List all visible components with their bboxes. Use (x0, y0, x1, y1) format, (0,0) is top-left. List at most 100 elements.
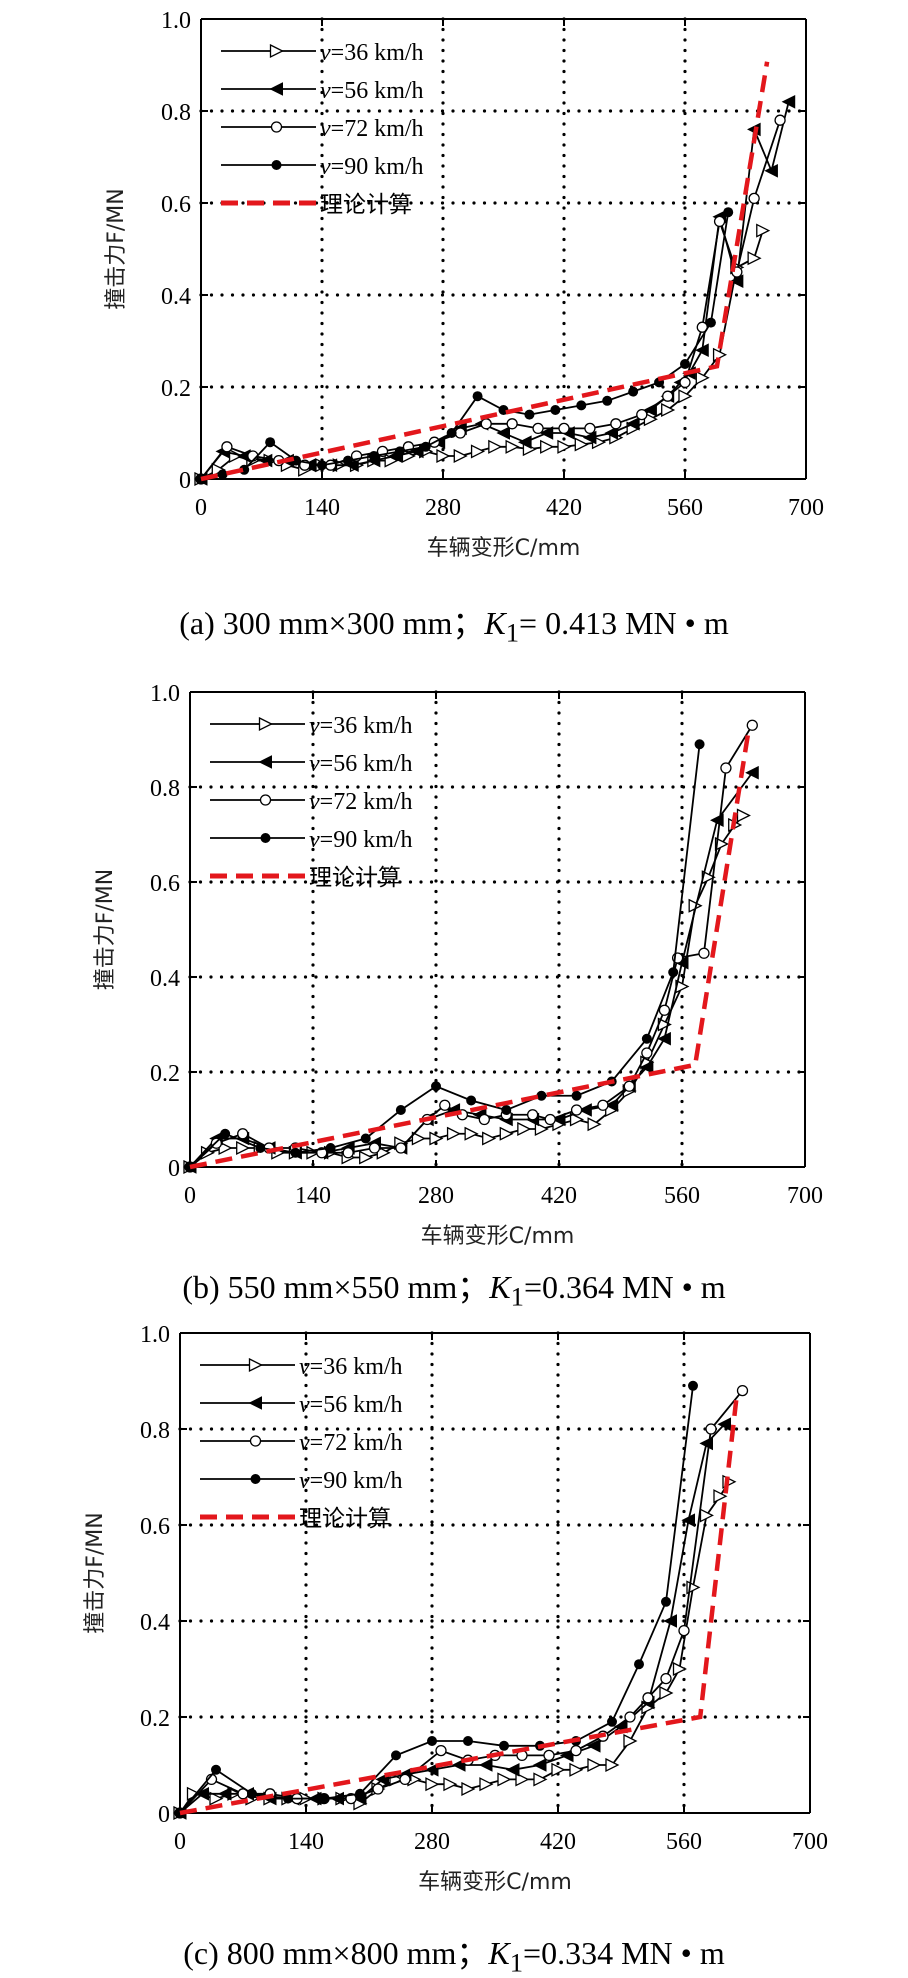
legend-var-c-3: v (299, 1468, 310, 1494)
legend-var-b-2: v (309, 789, 320, 815)
x-tick-label-b-1: 140 (295, 1183, 331, 1209)
y-tick-label-c-4: 0.8 (140, 1418, 170, 1444)
chart-panel-a: 0 140 280 420 560 700 0 0.2 0.4 0.6 0.8 1.0 车辆变形C/mm… (0, 0, 908, 650)
data-point-a-2-24 (774, 114, 786, 126)
data-point-b-0-22 (569, 1112, 585, 1127)
y-tick-label-c-2: 0.4 (140, 1610, 170, 1636)
series-c-0 (173, 1474, 737, 1821)
caption-a-k-sub: 1 (505, 617, 520, 648)
legend-value-a-3: =90 km/h (331, 154, 424, 180)
data-point-a-0-16 (470, 444, 486, 459)
data-point-c-0-19 (515, 1772, 530, 1787)
data-point-a-0-22 (574, 437, 589, 452)
legend-label-b-2: v=72 km/h (309, 789, 413, 815)
x-tick-label-a-1: 140 (304, 495, 340, 521)
legend-var-c-1: v (299, 1392, 310, 1418)
y-axis-title-c: 撞击力F/MN (83, 1512, 108, 1634)
x-tick-label-c-5: 700 (792, 1829, 828, 1855)
data-point-a-0-15 (453, 448, 468, 464)
data-point-c-0-28 (672, 1661, 687, 1677)
data-point-a-0-29 (695, 370, 710, 385)
x-tick-label-b-5: 700 (787, 1183, 823, 1209)
data-point-a-1-14 (496, 426, 510, 440)
data-point-b-3-14 (668, 967, 679, 978)
legend-marker-b-0 (258, 716, 273, 732)
data-point-a-3-11 (472, 391, 483, 402)
data-point-a-0-33 (756, 223, 771, 238)
chart-c: 0 140 280 420 560 700 0 0.2 0.4 0.6 0.8 1.0 车辆变形C/mm… (83, 1322, 828, 1895)
data-point-b-2-17 (597, 1099, 609, 1111)
legend-var-b-0: v (309, 713, 320, 739)
data-point-c-3-1 (211, 1764, 221, 1775)
data-point-c-1-2 (217, 1786, 232, 1801)
legend-label-c-3: v=90 km/h (299, 1468, 403, 1494)
data-point-c-3-12 (607, 1716, 617, 1727)
y-tick-label-b-2: 0.4 (150, 966, 180, 992)
data-point-b-3-1 (220, 1128, 231, 1139)
data-point-c-1-15 (532, 1758, 547, 1772)
caption-c-suffix: =0.334 MN • m (523, 1935, 725, 1971)
data-point-a-3-6 (342, 455, 353, 466)
data-point-a-3-21 (723, 207, 734, 218)
data-point-c-2-17 (642, 1692, 654, 1704)
legend-value-c-0: =36 km/h (310, 1354, 403, 1380)
data-point-a-0-28 (678, 389, 693, 404)
y-tick-label-c-3: 0.6 (140, 1514, 170, 1540)
y-tick-label-a-0: 0 (179, 468, 191, 494)
data-point-a-2-21 (713, 215, 726, 228)
legend-value-b-0: =36 km/h (320, 713, 413, 739)
caption-a-prefix: (a) 300 mm×300 mm； (179, 605, 485, 641)
data-point-c-3-14 (661, 1596, 671, 1607)
caption-b-suffix: =0.364 MN • m (523, 1269, 726, 1305)
data-point-c-3-6 (391, 1750, 401, 1761)
data-point-a-0-20 (540, 439, 555, 454)
legend-label-b-0: v=36 km/h (309, 713, 413, 739)
legend-label-c-1: v=56 km/h (299, 1392, 403, 1418)
data-point-b-0-18 (499, 1126, 514, 1141)
data-point-a-3-5 (317, 460, 327, 471)
x-tick-label-a-3: 420 (546, 495, 582, 521)
data-point-c-0-2 (209, 1791, 224, 1806)
chart-a: 0 140 280 420 560 700 0 0.2 0.4 0.6 0.8 1.0 车辆变形C/mm… (104, 8, 824, 561)
x-tick-label-c-2: 280 (414, 1829, 450, 1855)
legend-marker-a-1 (269, 82, 283, 96)
x-tick-label-b-3: 420 (541, 1183, 577, 1209)
data-point-b-2-18 (623, 1080, 635, 1092)
series-b-2 (184, 719, 758, 1173)
x-axis-title-c: 车辆变形C/mm (418, 1870, 572, 1895)
data-point-a-3-8 (394, 446, 405, 457)
data-point-a-0-27 (661, 402, 676, 418)
x-axis-title-a: 车辆变形C/mm (427, 536, 581, 561)
data-point-a-3-7 (368, 451, 379, 461)
data-point-b-3-10 (536, 1090, 547, 1101)
y-tick-label-b-1: 0.2 (150, 1061, 180, 1087)
data-point-c-2-16 (624, 1711, 636, 1723)
x-tick-label-c-1: 140 (288, 1829, 324, 1855)
chart-b: 0 140 280 420 560 700 0 0.2 0.4 0.6 0.8 1.0 车辆变形C/mm… (93, 681, 823, 1249)
data-point-c-2-8 (399, 1773, 411, 1786)
series-line-a-3 (200, 212, 730, 480)
data-point-b-0-23 (587, 1117, 602, 1132)
data-point-a-1-30 (781, 94, 796, 109)
data-point-b-3-9 (501, 1105, 512, 1115)
legend-label-c-4: 理论计算 (299, 1506, 391, 1532)
data-point-b-2-2 (237, 1128, 249, 1140)
data-point-a-2-17 (636, 408, 648, 421)
data-point-a-2-23 (748, 192, 760, 205)
data-point-a-3-20 (705, 317, 716, 328)
data-point-c-3-9 (499, 1740, 509, 1751)
data-point-c-2-13 (543, 1749, 555, 1762)
series-line-c-2 (179, 1390, 744, 1814)
data-point-a-1-25 (695, 343, 709, 358)
legend-value-a-2: =72 km/h (331, 116, 424, 142)
data-point-b-2-16 (570, 1104, 583, 1116)
data-point-c-0-22 (569, 1762, 584, 1777)
data-point-b-3-3 (290, 1147, 301, 1158)
data-point-b-3-13 (641, 1033, 652, 1044)
data-point-c-2-14 (570, 1744, 582, 1757)
legend-label-b-4: 理论计算 (309, 865, 401, 891)
caption-a: (a) 300 mm×300 mm；K1= 0.413 MN • m (0, 598, 908, 648)
data-point-c-2-19 (678, 1624, 690, 1637)
x-axis-title-b: 车辆变形C/mm (421, 1224, 575, 1249)
data-point-c-0-17 (479, 1777, 494, 1792)
